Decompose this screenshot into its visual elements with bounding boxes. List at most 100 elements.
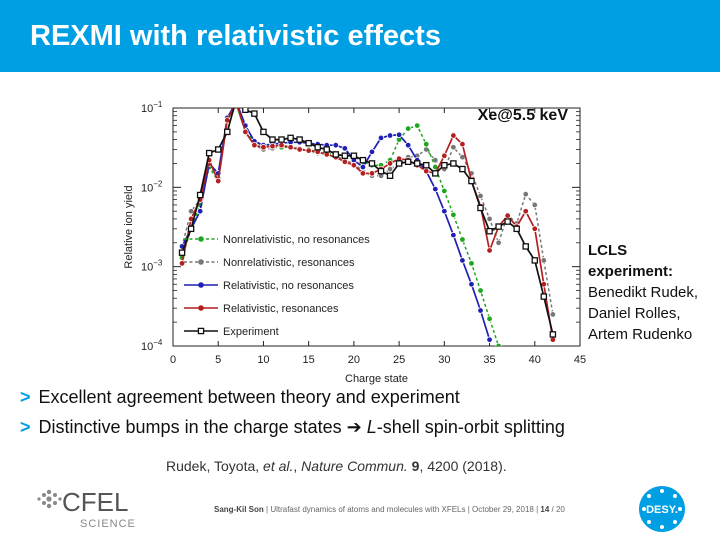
data-point <box>377 134 385 142</box>
data-point <box>450 211 457 219</box>
footer-date: October 29, 2018 <box>472 505 534 514</box>
data-point <box>495 239 502 246</box>
footer-sep: | <box>533 505 541 514</box>
data-point <box>486 336 493 343</box>
data-point <box>540 257 548 264</box>
data-point <box>468 281 475 288</box>
footer-page: 14 <box>540 505 550 514</box>
data-point <box>386 160 394 167</box>
ref-journal: Nature Commun. <box>301 458 408 474</box>
data-point <box>296 146 303 153</box>
legend-marker <box>198 305 204 311</box>
data-point <box>450 160 457 167</box>
data-point <box>178 249 186 256</box>
data-point <box>314 144 321 151</box>
data-point <box>513 225 520 233</box>
data-point <box>287 144 294 151</box>
data-point <box>205 149 213 157</box>
data-point <box>404 158 412 166</box>
legend-label: Experiment <box>223 326 279 338</box>
x-tick-label: 10 <box>257 354 269 366</box>
data-point <box>332 141 339 149</box>
data-point <box>486 227 493 235</box>
data-point <box>459 140 466 148</box>
data-point <box>477 192 484 200</box>
data-point <box>522 208 529 215</box>
data-point <box>187 225 195 233</box>
ref-etal: et al. <box>263 458 294 474</box>
data-point <box>486 215 493 223</box>
data-point <box>549 331 557 338</box>
y-tick-label: 10−1 <box>141 100 163 115</box>
cfel-logo: CFEL SCIENCE <box>37 487 136 530</box>
cfel-logo-sub: SCIENCE <box>80 518 136 530</box>
data-point <box>196 191 204 199</box>
data-point <box>395 160 403 167</box>
x-tick-label: 45 <box>574 354 586 366</box>
data-point <box>540 293 548 300</box>
data-point <box>386 165 394 173</box>
y-tick-label: 10−2 <box>141 179 163 194</box>
data-point <box>215 177 222 185</box>
data-point <box>359 156 367 164</box>
data-point <box>251 141 258 149</box>
data-point <box>423 167 430 175</box>
data-point <box>459 236 466 243</box>
title-bar: REXMI with relativistic effects <box>0 0 720 72</box>
legend-marker <box>198 282 204 288</box>
data-point <box>459 257 466 264</box>
data-point <box>234 99 240 105</box>
ref-volume: 9 <box>411 458 420 474</box>
chart-annotation: Xe@5.5 keV <box>478 107 569 124</box>
data-point <box>531 225 538 233</box>
data-point <box>341 158 349 165</box>
data-point <box>386 172 394 179</box>
plot-frame <box>172 107 581 347</box>
data-point <box>341 145 349 152</box>
data-point <box>234 102 240 108</box>
data-point <box>450 231 457 239</box>
y-axis-label: Relative ion yield <box>123 185 135 268</box>
data-point <box>504 212 511 219</box>
x-tick-label: 20 <box>348 354 360 366</box>
x-axis-label: Charge state <box>345 373 408 385</box>
cfel-logo-text: CFEL <box>62 487 128 517</box>
desy-logo-text: DESY. <box>646 504 678 516</box>
ref-rest: , 4200 (2018). <box>419 458 507 474</box>
data-point <box>486 315 493 323</box>
data-point <box>368 170 376 177</box>
data-point <box>432 170 439 177</box>
ref-authors: Rudek, Toyota, <box>166 458 264 474</box>
data-point <box>477 287 484 294</box>
data-point <box>196 208 204 215</box>
data-point <box>269 142 276 150</box>
data-point <box>414 122 421 129</box>
bullet-marker: > <box>20 417 31 437</box>
data-point <box>287 134 294 142</box>
data-point <box>531 201 538 209</box>
legend-marker <box>197 327 205 335</box>
data-point <box>234 102 240 108</box>
data-point <box>269 136 276 143</box>
ref-sep: , <box>293 458 302 474</box>
legend-label: Nonrelativistic, no resonances <box>223 234 370 246</box>
data-point <box>395 131 403 138</box>
data-point <box>359 170 367 177</box>
legend-label: Relativistic, resonances <box>223 303 339 315</box>
data-point <box>323 146 331 153</box>
data-point <box>423 140 430 148</box>
data-point <box>234 96 239 101</box>
ion-yield-chart: 0 5 10 15 20 25 30 35 40 45 10−1 10−2 10−3 10−4 Charge… <box>123 96 586 385</box>
data-point <box>504 218 511 225</box>
data-point <box>459 165 466 173</box>
data-point <box>278 141 285 149</box>
data-point <box>368 148 376 156</box>
data-point <box>495 342 502 346</box>
data-point <box>332 151 340 158</box>
y-tick-label: 10−3 <box>141 259 163 274</box>
data-point <box>368 160 376 167</box>
legend-marker <box>198 259 204 265</box>
series-4 <box>178 96 557 338</box>
data-point <box>386 132 394 139</box>
side-note-name-3: Artem Rudenko <box>588 326 693 343</box>
